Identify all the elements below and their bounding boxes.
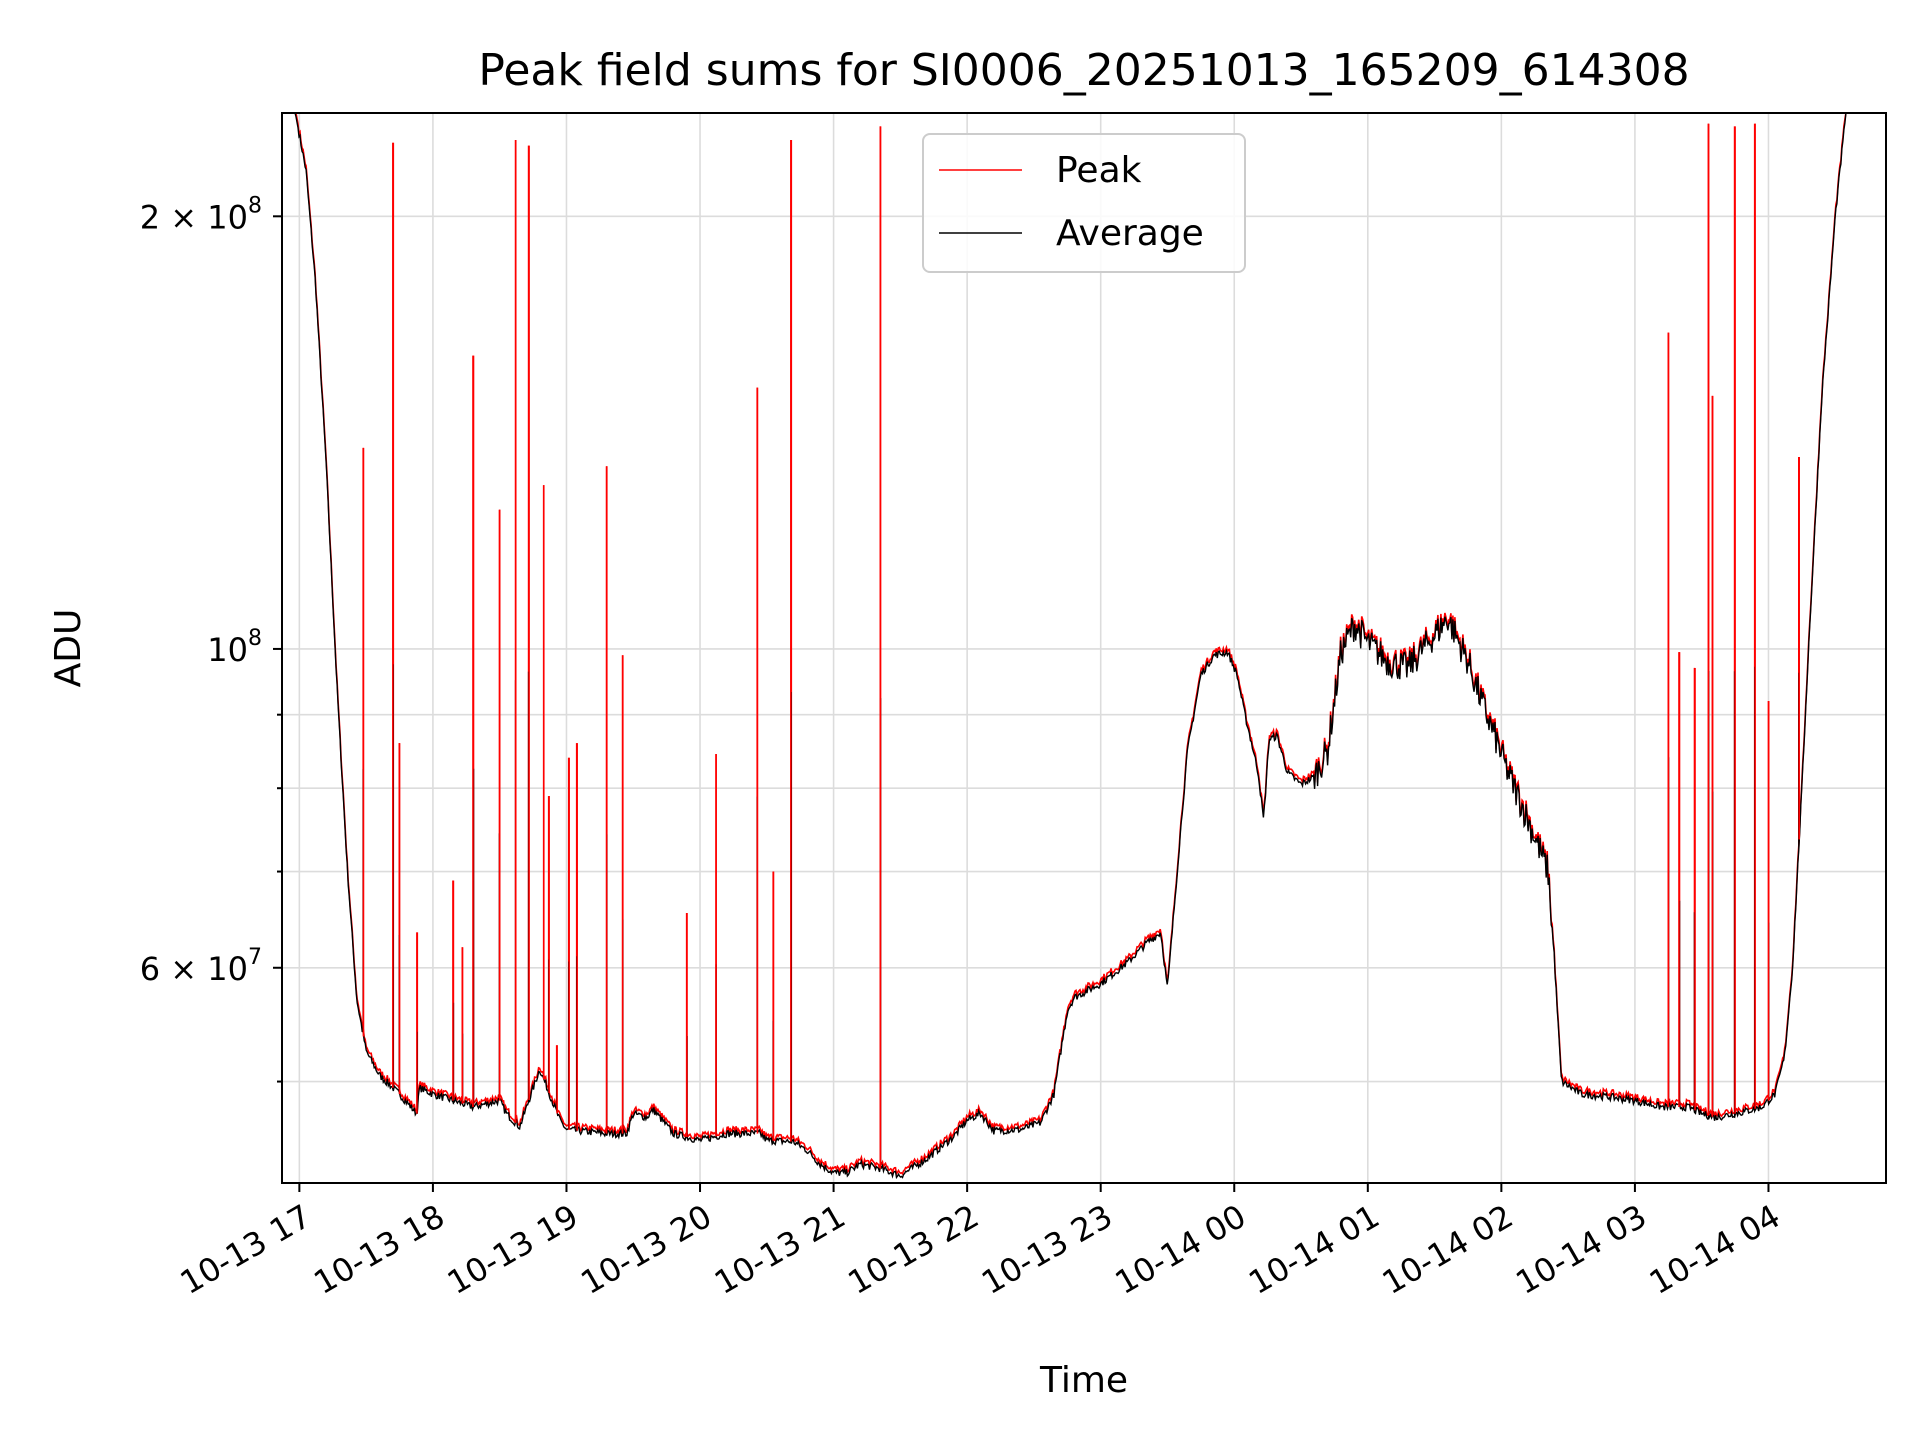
legend-label-average: Average — [1056, 213, 1204, 254]
y-tick-exponent: 8 — [248, 626, 262, 651]
y-tick-mantissa: 6 — [140, 950, 160, 988]
peak-series-line — [282, 112, 1886, 1176]
y-tick-exponent: 8 — [248, 193, 262, 218]
x-axis-label: Time — [1039, 1360, 1128, 1401]
average-series-line — [282, 112, 1886, 1180]
legend-label-peak: Peak — [1056, 150, 1142, 191]
y-axis-label: ADU — [48, 609, 89, 688]
chart-title: Peak field sums for SI0006_20251013_1652… — [478, 45, 1689, 96]
series-layer — [282, 112, 1886, 1180]
y-tick-mantissa: 2 — [140, 198, 160, 236]
y-tick-label: 2 × 108 — [140, 193, 262, 236]
y-tick-label: 6 × 107 — [140, 945, 262, 988]
y-tick-label: 108 — [207, 626, 262, 669]
grid — [282, 113, 1886, 1183]
legend-box — [922, 133, 1246, 273]
y-tick-exponent: 7 — [248, 945, 262, 970]
legend: Peak Average — [922, 133, 1246, 273]
